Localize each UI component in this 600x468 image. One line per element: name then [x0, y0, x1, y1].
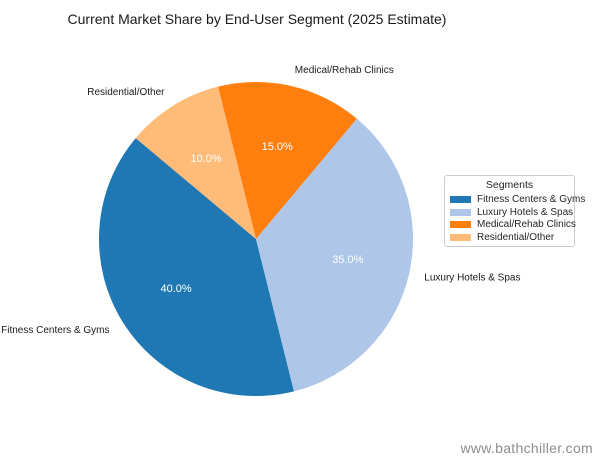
legend-swatch-medical-rehab-clinics: [450, 221, 471, 229]
legend-swatch-luxury-hotels-spas: [450, 208, 471, 216]
pie-slice-medical-rehab-clinics: [218, 81, 357, 239]
legend-title: Segments: [485, 179, 534, 191]
watermark-text: www.bathchiller.com: [460, 440, 593, 456]
legend-swatch-residential-other: [450, 234, 471, 242]
legend-box: Segments Fitness Centers & Gyms Luxury Ho…: [444, 175, 585, 247]
legend-items: Fitness Centers & Gyms Luxury Hotels & Sp…: [450, 193, 585, 244]
slice-label-fitness-centers-gyms: Fitness Centers & Gyms: [1, 325, 109, 336]
legend-label-residential-other: Residential/Other: [477, 232, 555, 244]
pie-slice-luxury-hotels-spas: [256, 118, 414, 392]
slice-label-luxury-hotels-spas: Luxury Hotels & Spas: [424, 272, 520, 283]
legend-swatch-fitness-centers-gyms: [450, 195, 471, 203]
pct-label-fitness-centers-gyms: 40.0%: [160, 283, 191, 295]
legend-item-residential-other: Residential/Other: [450, 231, 569, 244]
slice-label-medical-rehab-clinics: Medical/Rehab Clinics: [295, 65, 394, 76]
legend-label-fitness-centers-gyms: Fitness Centers & Gyms: [477, 193, 586, 205]
legend-item-medical-rehab-clinics: Medical/Rehab Clinics: [450, 219, 576, 232]
slice-label-residential-other: Residential/Other: [87, 87, 165, 98]
pct-label-luxury-hotels-spas: 35.0%: [332, 254, 363, 266]
legend-label-luxury-hotels-spas: Luxury Hotels & Spas: [477, 206, 574, 218]
chart-title: Current Market Share by End-User Segment…: [67, 11, 447, 27]
pie-slice-fitness-centers-gyms: [98, 138, 294, 397]
legend-item-luxury-hotels-spas: Luxury Hotels & Spas: [450, 206, 573, 219]
pie-slice-residential-other: [135, 86, 256, 239]
legend-label-medical-rehab-clinics: Medical/Rehab Clinics: [477, 219, 576, 231]
pct-label-residential-other: 10.0%: [190, 153, 221, 165]
legend-item-fitness-centers-gyms: Fitness Centers & Gyms: [450, 193, 585, 206]
pct-label-medical-rehab-clinics: 15.0%: [262, 141, 293, 153]
